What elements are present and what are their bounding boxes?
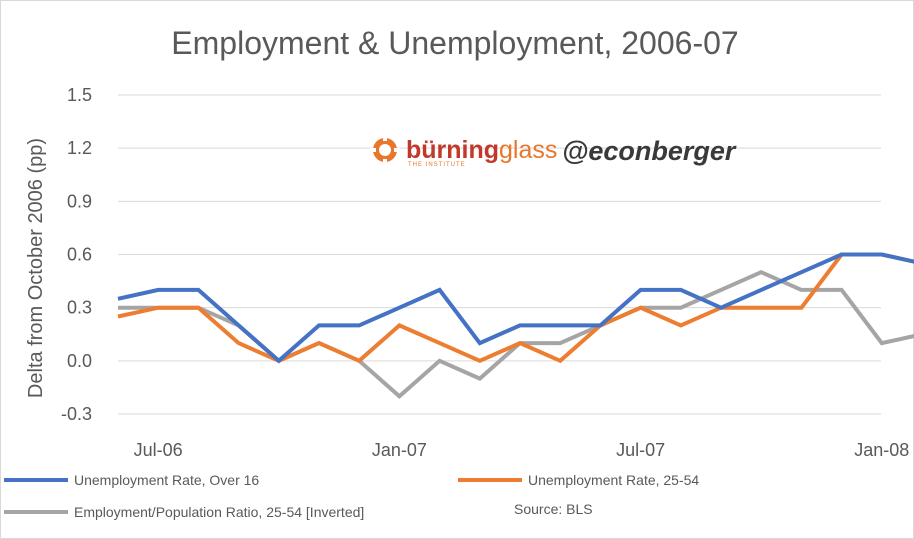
y-tick-label: -0.3: [61, 404, 92, 424]
series-line-2: [118, 270, 914, 399]
y-axis-label: Delta from October 2006 (pp): [25, 138, 47, 398]
y-tick-label: 1.5: [67, 85, 92, 105]
y-tick-label: 0.0: [67, 351, 92, 371]
legend-label: Unemployment Rate, Over 16: [74, 472, 259, 488]
legend-label: Unemployment Rate, 25-54: [528, 472, 699, 488]
source-note: Source: BLS: [514, 501, 593, 517]
y-tick-label: 0.9: [67, 191, 92, 211]
y-tick-labels: 1.5 1.2 0.9 0.6 0.3 0.0 -0.3: [61, 85, 92, 424]
burning-glass-logo-icon: [370, 135, 400, 165]
y-tick-label: 0.6: [67, 245, 92, 265]
watermark-glass-text: glass: [499, 136, 557, 164]
chart-title: Employment & Unemployment, 2006-07: [171, 25, 738, 61]
legend-label: Employment/Population Ratio, 25-54 [Inve…: [74, 504, 364, 520]
watermark-handle: @econberger: [562, 136, 737, 166]
legend: Unemployment Rate, Over 16 Unemployment R…: [4, 472, 699, 520]
x-tick-label: Jan-07: [372, 440, 427, 460]
y-tick-label: 1.2: [67, 138, 92, 158]
watermark-institute-text: THE INSTITUTE: [408, 162, 466, 168]
x-tick-label: Jan-08: [854, 440, 909, 460]
x-tick-labels: Jul-06 Jan-07 Jul-07 Jan-08: [134, 440, 910, 460]
series-lines: [117, 252, 914, 399]
series-line-1: [117, 252, 914, 364]
burning-glass-watermark: bürning glass THE INSTITUTE @econberger: [370, 135, 737, 168]
series-line-0: [117, 252, 914, 364]
x-tick-label: Jul-06: [134, 440, 183, 460]
y-tick-label: 0.3: [67, 298, 92, 318]
watermark-burning-text: bürning: [406, 136, 499, 164]
x-tick-label: Jul-07: [616, 440, 665, 460]
